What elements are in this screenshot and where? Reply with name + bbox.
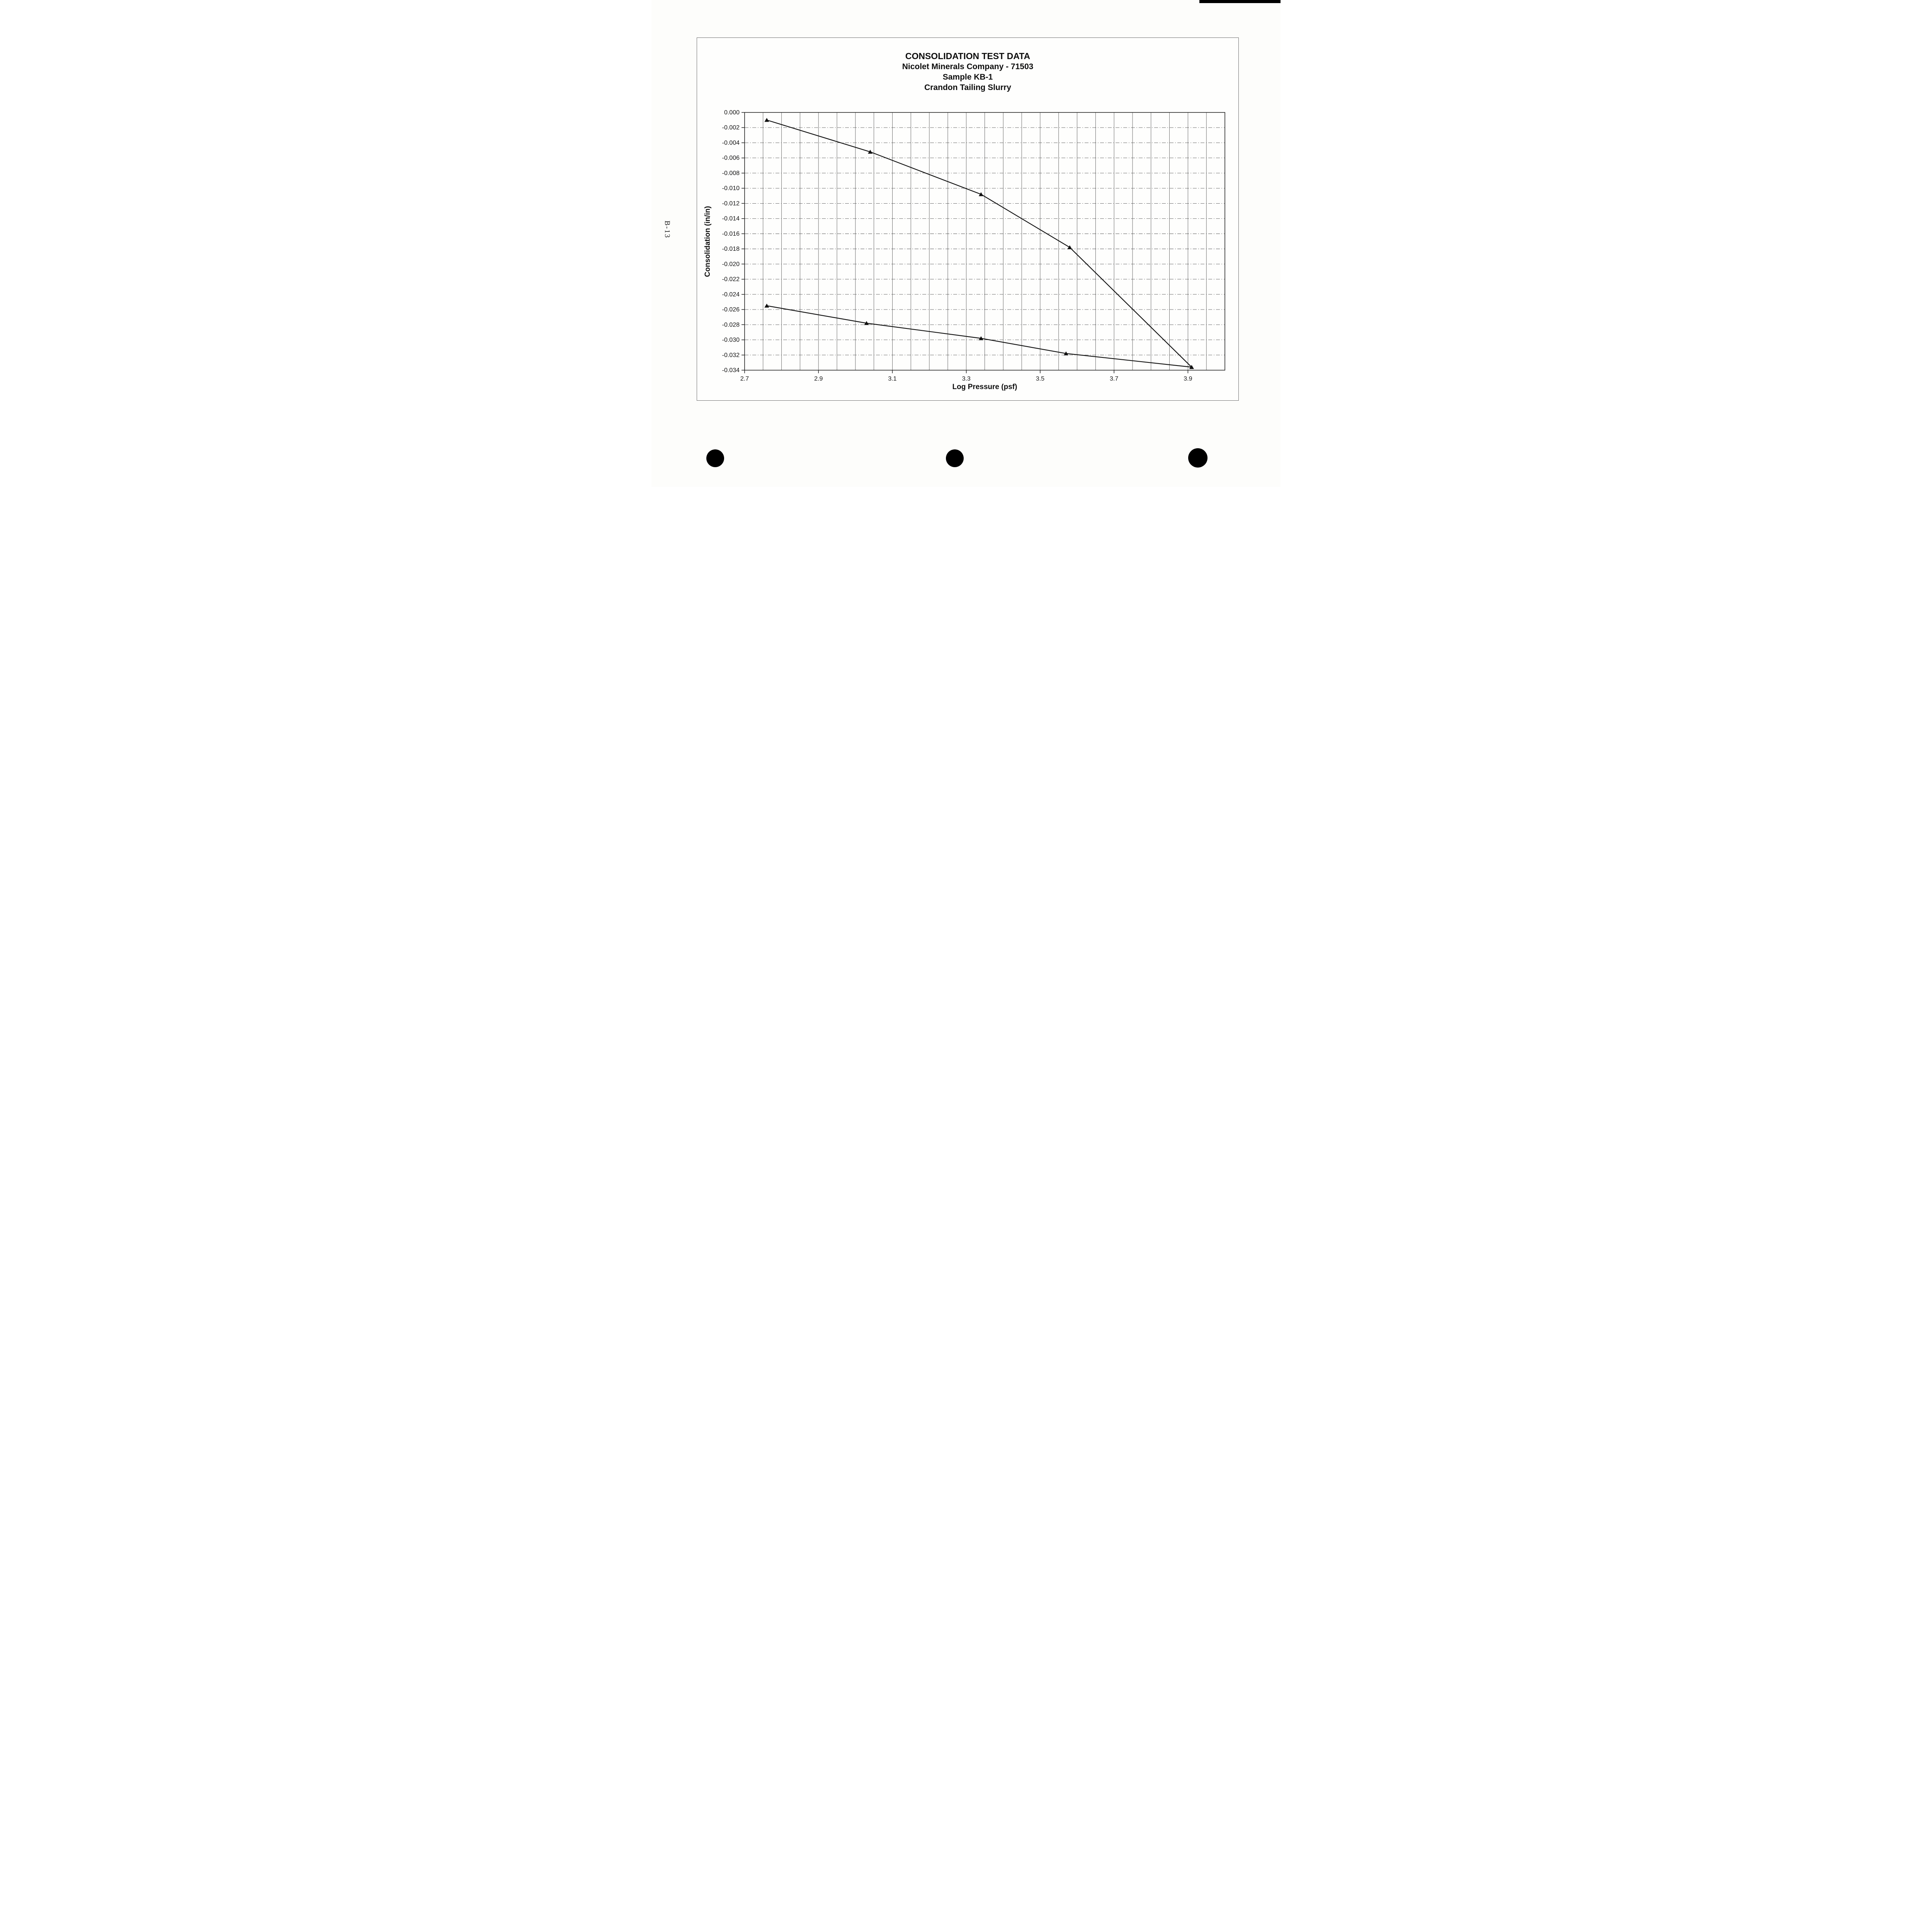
consolidation-line-chart: 0.000 -0.002 -0.004 -0.006 -0.008 -0.010 -0.01… (722, 109, 1225, 382)
punch-mark-right (1188, 448, 1208, 468)
y-tick-label: -0.020 (722, 261, 740, 267)
y-tick-label: -0.026 (722, 306, 740, 313)
chart-subtitle-company: Nicolet Minerals Company - 71503 (902, 62, 1034, 71)
scanned-document-page: B-13 CONSOLIDATION TEST DATA Nicolet Min… (651, 0, 1281, 487)
triangle-marker (864, 321, 869, 325)
triangle-marker (978, 336, 983, 340)
chart-subtitle-sample: Sample KB-1 (942, 73, 993, 82)
triangle-marker (868, 150, 873, 154)
punch-mark-left (706, 449, 724, 467)
triangle-marker (764, 118, 769, 122)
y-tick-label: -0.032 (722, 352, 740, 359)
y-axis-label: Consolidation (in/in) (704, 206, 712, 277)
y-tick-label: -0.008 (722, 170, 740, 177)
triangle-marker (764, 303, 769, 308)
chart-title: CONSOLIDATION TEST DATA (905, 51, 1031, 61)
triangle-marker (1063, 351, 1068, 355)
x-tick-label: 3.3 (962, 376, 971, 382)
punch-mark-center (946, 449, 964, 467)
x-tick-label: 3.9 (1184, 376, 1192, 382)
y-tick-label: -0.006 (722, 155, 740, 162)
x-tick-label: 3.1 (888, 376, 896, 382)
series-line-upper-curve (767, 119, 1192, 367)
triangle-marker (978, 192, 983, 196)
scan-edge-artifact (1199, 0, 1281, 3)
y-tick-label: -0.034 (722, 367, 740, 374)
y-tick-label: 0.000 (724, 109, 740, 116)
y-tick-label: -0.016 (722, 231, 740, 237)
y-tick-label: -0.012 (722, 200, 740, 207)
y-tick-label: -0.024 (722, 291, 740, 298)
chart-title-block: CONSOLIDATION TEST DATA Nicolet Minerals… (697, 51, 1238, 93)
y-tick-label: -0.028 (722, 321, 740, 328)
y-tick-label: -0.010 (722, 185, 740, 192)
x-tick-label: 2.7 (740, 376, 749, 382)
side-page-label: B-13 (663, 221, 671, 238)
y-tick-label: -0.018 (722, 246, 740, 252)
x-tick-label: 3.7 (1110, 376, 1118, 382)
y-tick-label: -0.022 (722, 276, 740, 283)
x-axis-label: Log Pressure (psf) (952, 383, 1017, 391)
y-tick-label: -0.002 (722, 124, 740, 131)
plot-border (744, 112, 1225, 371)
triangle-marker (1067, 245, 1072, 249)
x-tick-label: 2.9 (814, 376, 823, 382)
triangle-marker (1189, 365, 1194, 369)
x-tick-label: 3.5 (1036, 376, 1044, 382)
y-tick-label: -0.030 (722, 337, 740, 344)
chart-subtitle-material: Crandon Tailing Slurry (924, 83, 1011, 92)
y-tick-label: -0.014 (722, 216, 740, 222)
chart-frame: CONSOLIDATION TEST DATA Nicolet Minerals… (697, 37, 1239, 401)
series-line-lower-curve (767, 305, 1192, 368)
y-tick-label: -0.004 (722, 139, 740, 146)
